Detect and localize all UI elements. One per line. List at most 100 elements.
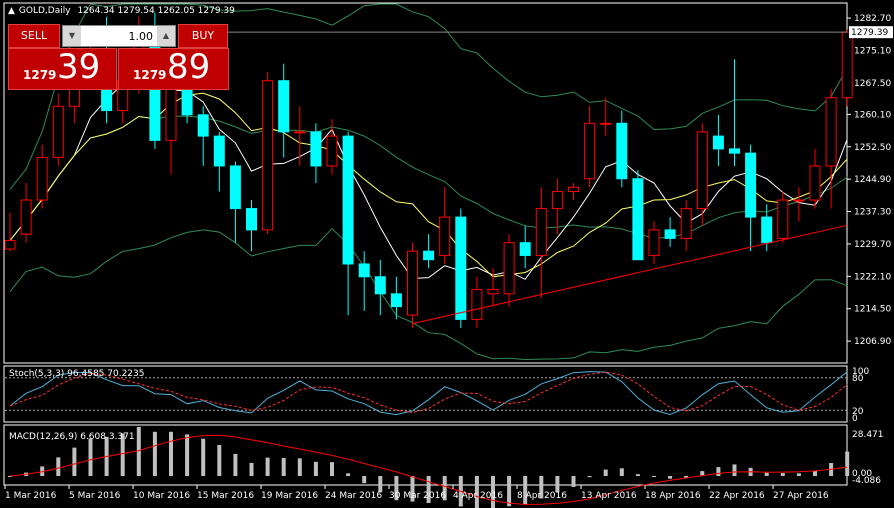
- candle-body: [535, 208, 547, 256]
- candle-body: [519, 242, 531, 256]
- time-tick-label: 24 Mar 2016: [325, 491, 382, 501]
- ohlc-values: 1264.34 1279.54 1262.05 1279.39: [77, 6, 235, 16]
- candle-body: [36, 156, 48, 201]
- macd-histogram-bar: [652, 476, 656, 477]
- candle-body: [197, 114, 209, 137]
- macd-histogram-bar: [716, 467, 721, 476]
- macd-histogram-bar: [555, 476, 560, 493]
- candle-body: [20, 199, 32, 235]
- sell-button[interactable]: SELL: [8, 24, 60, 48]
- price-tick-label: 1244.90: [854, 175, 891, 185]
- stoch-level-label: 80: [852, 374, 864, 384]
- candle-body: [294, 131, 306, 134]
- time-tick-label: 19 Mar 2016: [261, 491, 318, 501]
- candle-body: [712, 135, 724, 150]
- candle-body: [777, 199, 789, 239]
- macd-histogram-bar: [796, 473, 801, 476]
- stoch-signal-line: [9, 371, 848, 414]
- macd-histogram-bar: [169, 431, 173, 476]
- main-panel-frame: [3, 2, 848, 364]
- sell-price-button[interactable]: 1279 39: [8, 47, 117, 90]
- macd-histogram-bar: [635, 474, 640, 476]
- decrease-lot-icon[interactable]: ▼: [63, 26, 81, 46]
- time-tick-label: 1 Mar 2016: [5, 491, 57, 501]
- candle-body: [729, 148, 740, 154]
- candle-body: [455, 216, 467, 320]
- macd-histogram-bar: [587, 476, 592, 478]
- price-tick-label: 1222.10: [854, 272, 891, 282]
- sell-price-pips: 39: [57, 47, 101, 87]
- macd-histogram-bar: [378, 476, 383, 493]
- macd-histogram-bar: [394, 476, 399, 501]
- candle-body: [423, 250, 435, 261]
- candle-body: [390, 293, 402, 308]
- macd-histogram-bar: [845, 451, 850, 476]
- buy-button[interactable]: BUY: [178, 24, 228, 48]
- candle-body: [181, 88, 193, 116]
- buy-price-prefix: 1279: [133, 68, 167, 82]
- candle-body: [213, 135, 225, 167]
- symbol-timeframe: GOLD,Daily: [18, 6, 71, 16]
- lot-size-input[interactable]: [83, 26, 155, 46]
- increase-lot-icon[interactable]: ▲: [157, 26, 175, 46]
- candle-body: [761, 216, 773, 244]
- macd-signal-line: [9, 434, 848, 506]
- price-tick-label: 1252.50: [854, 143, 891, 153]
- macd-histogram-bar: [668, 476, 673, 479]
- macd-histogram-bar: [732, 464, 737, 476]
- macd-histogram-bar: [684, 476, 689, 479]
- candle-body: [648, 229, 660, 256]
- macd-histogram-bar: [120, 433, 125, 476]
- macd-histogram-bar: [442, 476, 447, 501]
- macd-histogram-bar: [491, 476, 495, 508]
- candle-body: [52, 105, 64, 158]
- macd-histogram-bar: [88, 438, 93, 476]
- buy-price-pips: 89: [167, 47, 211, 87]
- candle-body: [680, 208, 692, 239]
- macd-histogram-bar: [217, 445, 222, 476]
- price-tick-label: 1275.10: [854, 46, 891, 56]
- current-price-tag: [849, 26, 893, 39]
- macd-histogram-bar: [362, 476, 367, 484]
- macd-label: MACD(12,26,9) 6.608 3.371: [9, 432, 135, 442]
- time-tick-label: 27 Apr 2016: [773, 491, 829, 501]
- time-tick-label: 30 Mar 2016: [389, 491, 446, 501]
- macd-histogram-bar: [410, 476, 415, 502]
- macd-histogram-bar: [56, 457, 61, 476]
- current-price-label: 1279.39: [851, 28, 888, 38]
- macd-level-label: -4.086: [852, 476, 881, 486]
- collapse-triangle-icon[interactable]: ▲: [8, 6, 15, 16]
- candle-body: [841, 31, 853, 99]
- macd-histogram-bar: [813, 470, 817, 476]
- candle-body: [471, 289, 483, 320]
- buy-price-button[interactable]: 1279 89: [118, 47, 229, 90]
- macd-level-label: 0.00: [852, 469, 872, 479]
- candle-body: [632, 178, 644, 261]
- bollinger-lower-line: [9, 227, 848, 361]
- candle-body: [745, 152, 757, 218]
- candle-body: [664, 229, 676, 239]
- macd-histogram-bar: [571, 476, 576, 487]
- time-tick-label: 5 Mar 2016: [69, 491, 121, 501]
- macd-histogram-bar: [136, 427, 141, 476]
- macd-histogram-bar: [233, 453, 238, 476]
- time-tick-label: 22 Apr 2016: [709, 491, 765, 501]
- macd-histogram-bar: [185, 434, 190, 476]
- candle-body: [407, 250, 418, 316]
- price-tick-label: 1282.70: [854, 14, 891, 24]
- stoch-level-label: 20: [852, 407, 864, 417]
- macd-histogram-bar: [619, 468, 624, 476]
- macd-histogram-bar: [523, 476, 528, 505]
- stoch-level-label: 0: [852, 414, 858, 424]
- macd-histogram-bar: [764, 472, 769, 476]
- macd-histogram-bar: [265, 457, 270, 476]
- macd-histogram-bar: [201, 438, 206, 476]
- stoch-main-line: [9, 371, 848, 416]
- candle-body: [600, 122, 612, 125]
- macd-histogram-bar: [281, 457, 286, 476]
- candle-body: [358, 263, 370, 278]
- candle-body: [825, 97, 837, 167]
- macd-histogram-bar: [330, 462, 334, 476]
- stoch-level-label: 100: [852, 367, 869, 377]
- candle-body: [229, 165, 241, 210]
